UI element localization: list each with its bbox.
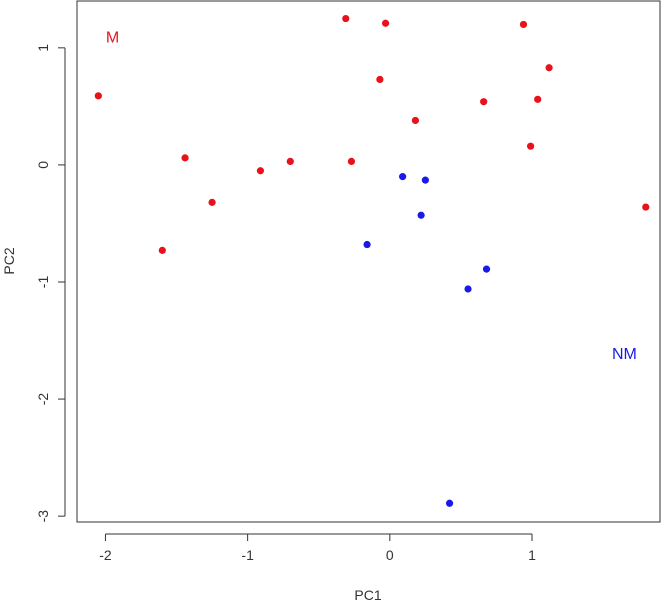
- data-point-nm: [399, 173, 407, 181]
- data-point-m: [381, 19, 390, 27]
- data-point-m: [342, 14, 350, 23]
- data-point-m: [534, 95, 542, 103]
- data-point-m: [642, 203, 650, 211]
- x-tick-label: 1: [528, 547, 536, 563]
- data-point-m: [347, 157, 356, 165]
- group-label-nm: NM: [612, 346, 637, 363]
- data-point-m: [158, 246, 166, 254]
- y-tick-label: -1: [35, 276, 51, 289]
- axes-layer: -2 -1 0 1 -3 -2 -1 0 1: [35, 44, 536, 563]
- y-axis-title: PC2: [1, 247, 17, 274]
- y-tick-label: 1: [35, 44, 51, 52]
- data-point-m: [411, 116, 420, 125]
- points-layer: [94, 14, 650, 507]
- annotation-layer: M NM: [106, 30, 637, 363]
- data-point-nm: [445, 499, 454, 507]
- data-point-nm: [482, 265, 491, 273]
- data-point-m: [545, 64, 553, 72]
- group-label-m: M: [106, 30, 119, 47]
- x-axis-title: PC1: [354, 587, 381, 602]
- data-point-m: [519, 20, 528, 29]
- data-point-nm: [421, 176, 429, 184]
- x-tick-label: -2: [99, 547, 112, 563]
- data-point-nm: [363, 240, 371, 249]
- x-tick-label: -1: [241, 547, 254, 563]
- data-point-m: [527, 142, 535, 150]
- data-point-nm: [464, 285, 472, 293]
- data-point-m: [94, 92, 102, 100]
- data-point-m: [208, 198, 216, 206]
- data-point-m: [376, 75, 384, 84]
- data-point-nm: [417, 211, 425, 219]
- x-tick-label: 0: [386, 547, 394, 563]
- data-point-m: [256, 167, 265, 175]
- data-point-m: [286, 157, 294, 165]
- data-point-m: [480, 98, 488, 106]
- data-point-m: [181, 154, 189, 162]
- y-tick-label: -3: [35, 510, 51, 523]
- y-tick-label: -2: [35, 393, 51, 406]
- y-tick-label: 0: [35, 161, 51, 169]
- plot-frame: [76, 0, 661, 523]
